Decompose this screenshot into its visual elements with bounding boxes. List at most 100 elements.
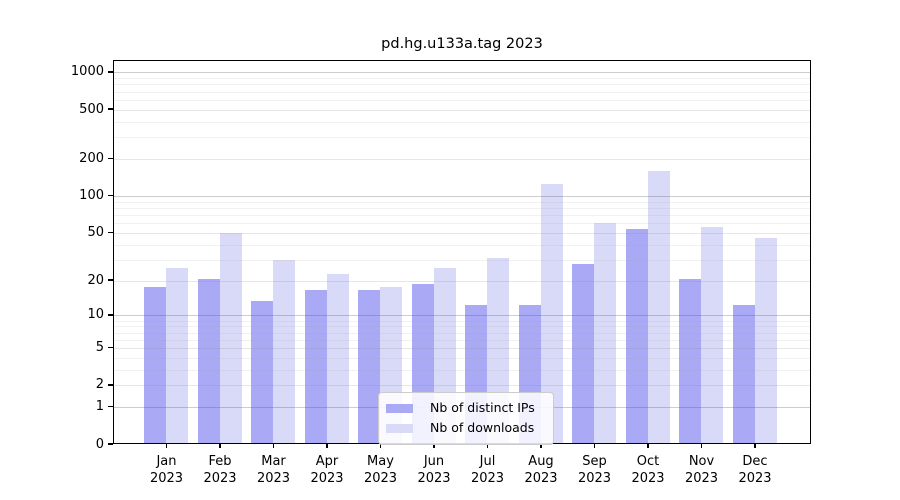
legend-item-distinct-ips: Nb of distinct IPs [386, 398, 544, 418]
bar-downloads-mar [273, 259, 295, 443]
x-tick [700, 444, 703, 448]
x-tick-month: Oct [636, 454, 660, 469]
x-tick-label: May 2023 [354, 453, 408, 487]
y-tick [108, 384, 113, 386]
y-tick-label: 2 [95, 377, 104, 393]
bar-ips-sep [572, 263, 594, 443]
x-tick-month: Dec [742, 454, 768, 469]
x-tick-year: 2023 [631, 471, 665, 486]
x-tick-label: Jul 2023 [461, 453, 515, 487]
x-tick [593, 444, 596, 448]
gridline [114, 137, 810, 139]
x-tick-month: Sep [582, 454, 607, 469]
x-tick-year: 2023 [363, 471, 398, 486]
y-tick-label: 50 [87, 224, 104, 240]
bar-downloads-sep [594, 223, 616, 443]
y-tick [108, 443, 113, 445]
y-tick-label: 1 [95, 399, 104, 415]
legend-swatch-downloads-icon [386, 423, 413, 433]
gridline [114, 78, 810, 80]
gridline [114, 99, 810, 101]
x-tick-label: Jan 2023 [140, 453, 194, 487]
x-tick-label: Feb 2023 [193, 453, 247, 487]
y-tick [108, 231, 113, 233]
x-tick [165, 444, 168, 448]
x-tick [272, 444, 275, 448]
legend: Nb of distinct IPs Nb of downloads [378, 392, 554, 445]
y-tick [108, 157, 113, 160]
y-tick-label: 1000 [70, 64, 104, 80]
bar-ips-apr [304, 290, 327, 443]
x-tick [379, 444, 382, 448]
bar-downloads-feb [219, 233, 242, 443]
x-tick-year: 2023 [149, 471, 184, 486]
x-tick [433, 444, 435, 448]
x-tick-month: Aug [528, 454, 554, 469]
x-tick-year: 2023 [738, 471, 772, 486]
x-tick-year: 2023 [256, 471, 291, 486]
legend-item-downloads: Nb of downloads [386, 418, 544, 438]
bar-ips-may [358, 290, 380, 443]
y-tick [108, 314, 113, 316]
y-tick-label: 0 [95, 436, 104, 452]
x-tick [486, 444, 489, 448]
bar-downloads-jan [166, 267, 188, 443]
y-tick-label: 200 [79, 150, 104, 166]
gridline [114, 72, 810, 74]
y-tick [108, 405, 113, 408]
gridline [114, 158, 810, 160]
x-tick-month: Jul [479, 454, 496, 469]
x-tick-year: 2023 [417, 471, 451, 486]
y-tick-label: 5 [95, 340, 104, 355]
x-tick [647, 444, 649, 448]
legend-label-downloads: Nb of downloads [430, 420, 535, 435]
x-tick-year: 2023 [684, 471, 719, 486]
y-tick [108, 194, 113, 197]
bar-downloads-nov [701, 227, 723, 443]
legend-swatch-ips-icon [386, 403, 413, 413]
x-tick-month: May [367, 454, 394, 469]
x-tick [326, 444, 328, 448]
bar-ips-dec [732, 304, 755, 443]
gridline [114, 201, 810, 203]
y-tick [108, 108, 113, 110]
y-tick-label: 20 [87, 272, 104, 288]
plot-area [113, 60, 811, 444]
x-tick-month: Nov [688, 454, 715, 469]
legend-label-distinct-ips: Nb of distinct IPs [430, 400, 535, 415]
bar-ips-oct [625, 229, 648, 443]
y-tick [108, 346, 113, 349]
x-tick-year: 2023 [577, 471, 612, 486]
x-tick-label: Aug 2023 [514, 453, 568, 487]
x-tick-year: 2023 [203, 471, 237, 486]
x-tick-label: Oct 2023 [621, 453, 675, 487]
x-tick-label: Nov 2023 [675, 453, 729, 487]
y-tick-label: 10 [87, 307, 104, 323]
bar-downloads-apr [326, 274, 349, 443]
gridline [114, 214, 810, 216]
gridline [114, 121, 810, 123]
x-tick-label: Sep 2023 [568, 453, 622, 487]
bar-ips-feb [197, 279, 220, 443]
gridline [114, 91, 810, 93]
y-tick-label: 100 [79, 187, 104, 203]
bar-downloads-dec [754, 238, 777, 443]
bar-ips-jan [144, 287, 166, 443]
gridline [114, 223, 810, 225]
gridline [114, 84, 810, 86]
bar-downloads-aug [540, 183, 563, 443]
gridline [114, 109, 810, 111]
x-tick-label: Apr 2023 [300, 453, 354, 487]
x-tick-month: Mar [261, 454, 286, 469]
gridline [114, 195, 810, 197]
x-tick-label: Mar 2023 [247, 453, 301, 487]
x-tick-month: Feb [208, 454, 232, 469]
gridline [114, 207, 810, 209]
x-tick-year: 2023 [524, 471, 558, 486]
y-tick [108, 71, 113, 73]
x-tick-label: Dec 2023 [728, 453, 782, 487]
x-tick [219, 444, 221, 448]
x-tick-month: Apr [315, 454, 339, 469]
x-tick-month: Jan [156, 454, 177, 469]
